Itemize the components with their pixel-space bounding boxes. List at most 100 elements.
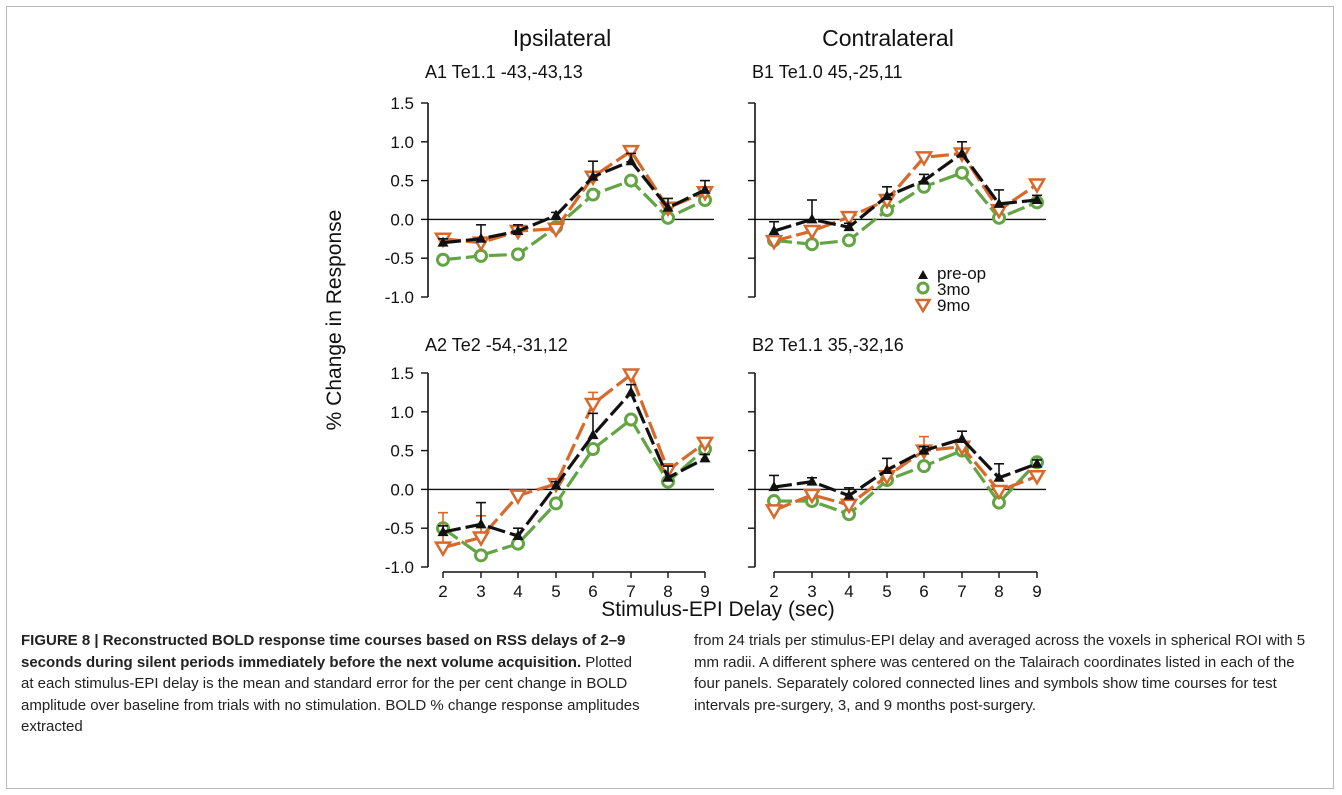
data-point-pre-op (918, 174, 930, 185)
x-tick-label: 9 (1032, 582, 1041, 601)
y-tick-label: -1.0 (385, 288, 414, 307)
x-tick-label: 9 (700, 582, 709, 601)
data-point-pre-op (512, 225, 524, 236)
legend-marker-9mo (914, 298, 932, 314)
data-point-3mo (474, 548, 488, 563)
legend: pre-op 3mo 9mo (914, 264, 986, 315)
data-point-pre-op (993, 471, 1005, 482)
data-point-3mo (917, 459, 931, 474)
data-point-pre-op (437, 526, 449, 537)
data-point-pre-op (475, 232, 487, 243)
caption-left-text: Plotted at each stimulus-EPI delay is th… (21, 653, 640, 736)
y-tick-label: -0.5 (385, 519, 414, 538)
y-axis-label: % Change in Response (323, 210, 346, 431)
data-point-pre-op (437, 236, 449, 247)
data-point-9mo (802, 224, 822, 241)
data-point-9mo (546, 222, 566, 239)
data-point-pre-op (956, 147, 968, 158)
panel-b1: B1 Te1.0 45,-25,11 (748, 62, 1047, 298)
data-point-pre-op (550, 209, 562, 220)
y-tick-label: -0.5 (385, 249, 414, 268)
data-point-9mo (433, 541, 453, 558)
y-tick-label: 0.5 (390, 442, 414, 461)
legend-marker-pre-op (918, 270, 928, 279)
x-tick-label: 4 (844, 582, 853, 601)
data-point-pre-op (993, 197, 1005, 208)
data-point-9mo (1027, 469, 1047, 486)
legend-label-pre-op: pre-op (937, 264, 986, 283)
data-point-pre-op (843, 489, 855, 500)
data-point-3mo (624, 412, 638, 427)
x-tick-label: 3 (476, 582, 485, 601)
x-tick-label: 2 (438, 582, 447, 601)
x-tick-label: 7 (626, 582, 635, 601)
panel-title-b1: B1 Te1.0 45,-25,11 (752, 62, 902, 82)
data-point-pre-op (1031, 457, 1043, 468)
series-line-pre-op (773, 437, 1038, 498)
panel-title-a2: A2 Te2 -54,-31,12 (425, 335, 568, 355)
data-point-pre-op (806, 213, 818, 224)
data-point-9mo (621, 368, 641, 385)
data-point-pre-op (699, 452, 711, 463)
data-point-3mo (511, 247, 525, 262)
data-point-pre-op (768, 225, 780, 236)
caption-right: from 24 trials per stimulus-EPI delay an… (694, 630, 1314, 716)
x-tick-label: 8 (994, 582, 1003, 601)
data-point-9mo (802, 488, 822, 505)
data-point-pre-op (1031, 194, 1043, 204)
y-tick-label: -1.0 (385, 558, 414, 577)
y-tick-label: 0.0 (390, 480, 414, 499)
x-tick-label: 5 (882, 582, 891, 601)
x-axis-label: Stimulus-EPI Delay (sec) (601, 598, 834, 621)
column-header-ipsilateral: Ipsilateral (513, 25, 611, 51)
data-point-9mo (764, 234, 784, 251)
caption-right-text: from 24 trials per stimulus-EPI delay an… (694, 632, 1306, 714)
x-tick-label: 4 (513, 582, 522, 601)
data-point-pre-op (662, 201, 674, 212)
y-tick-label: 0.5 (390, 172, 414, 191)
data-point-pre-op (662, 471, 674, 482)
y-tick-label: 1.5 (390, 94, 414, 113)
series-line-3mo (773, 170, 1038, 246)
data-point-pre-op (956, 432, 968, 443)
panel-b2: B2 Te1.1 35,-32,16 2 3 4 5 6 7 8 9 (748, 335, 1047, 601)
series-line-pre-op (442, 389, 706, 538)
data-point-pre-op (475, 518, 487, 529)
data-point-pre-op (587, 429, 599, 440)
data-point-9mo (471, 531, 491, 547)
x-tick-label: 8 (663, 582, 672, 601)
data-point-pre-op (881, 190, 893, 201)
data-point-9mo (1027, 178, 1047, 194)
data-point-pre-op (587, 170, 599, 181)
data-point-3mo (955, 165, 969, 180)
legend-label-3mo: 3mo (937, 280, 970, 299)
data-point-pre-op (806, 475, 818, 486)
data-point-9mo (695, 436, 715, 453)
data-point-9mo (839, 210, 859, 227)
x-tick-label: 7 (957, 582, 966, 601)
data-point-pre-op (843, 221, 855, 232)
y-tick-label: 1.0 (390, 133, 414, 152)
data-point-9mo (914, 151, 934, 167)
series-line-9mo (773, 445, 1038, 512)
y-tick-label: 0.0 (390, 210, 414, 229)
data-point-pre-op (512, 529, 524, 540)
panel-a2: A2 Te2 -54,-31,12 1.5 1.0 0.5 0.0 -0.5 -1.0 2 3 4… (385, 335, 715, 601)
series-line-pre-op (442, 159, 706, 245)
x-tick-label: 6 (919, 582, 928, 601)
series-line-9mo (773, 151, 1038, 243)
panel-title-b2: B2 Te1.1 35,-32,16 (752, 335, 904, 355)
data-point-3mo (586, 187, 600, 202)
y-tick-label: 1.0 (390, 403, 414, 422)
data-point-9mo (508, 489, 528, 506)
data-point-9mo (839, 498, 859, 515)
data-point-pre-op (918, 444, 930, 455)
caption-left: FIGURE 8 | Reconstructed BOLD response t… (21, 630, 641, 738)
data-point-pre-op (881, 464, 893, 474)
data-point-3mo (586, 442, 600, 457)
data-point-pre-op (699, 183, 711, 194)
series-line-9mo (442, 371, 706, 550)
data-point-pre-op (625, 386, 637, 397)
x-tick-label: 2 (769, 582, 778, 601)
